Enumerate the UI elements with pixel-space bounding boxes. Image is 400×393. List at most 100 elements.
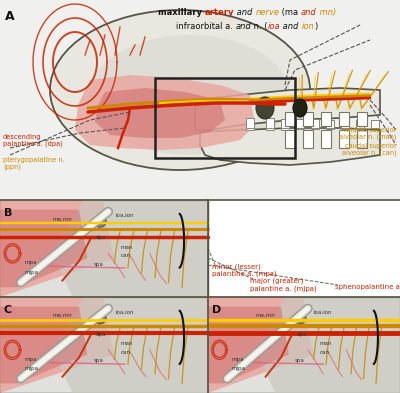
Bar xyxy=(371,120,379,129)
Bar xyxy=(266,118,274,128)
Bar xyxy=(356,120,364,128)
Polygon shape xyxy=(0,297,114,393)
Text: spa: spa xyxy=(94,262,104,267)
Bar xyxy=(339,112,349,126)
Text: major (greater)
palantine a. (mjpa): major (greater) palantine a. (mjpa) xyxy=(250,278,317,292)
Text: B: B xyxy=(4,208,12,218)
Text: A: A xyxy=(5,10,15,23)
Text: man: man xyxy=(319,341,332,346)
Text: can: can xyxy=(319,350,329,355)
Bar xyxy=(303,130,313,148)
Text: spa: spa xyxy=(94,358,104,364)
Text: ioa: ioa xyxy=(268,22,280,31)
Bar xyxy=(326,119,334,128)
Text: dpa: dpa xyxy=(96,332,106,336)
Ellipse shape xyxy=(294,312,306,324)
Bar xyxy=(266,118,274,130)
Text: man: man xyxy=(121,341,133,346)
Text: and: and xyxy=(280,22,301,31)
Text: ion: ion xyxy=(301,22,314,31)
Polygon shape xyxy=(95,88,225,138)
Text: ma,mn: ma,mn xyxy=(256,313,276,318)
Polygon shape xyxy=(0,200,114,297)
Polygon shape xyxy=(0,307,87,384)
Polygon shape xyxy=(208,297,314,393)
Bar xyxy=(321,112,331,126)
Text: pterygopalatine n.
(ppn): pterygopalatine n. (ppn) xyxy=(3,157,65,171)
Bar xyxy=(246,118,254,130)
Bar xyxy=(371,120,379,128)
Bar xyxy=(321,130,331,148)
Bar xyxy=(285,130,295,148)
Ellipse shape xyxy=(256,97,274,119)
Bar xyxy=(281,119,289,128)
Bar xyxy=(303,112,313,126)
Bar xyxy=(0,0,400,200)
Text: infraorbital a.: infraorbital a. xyxy=(176,22,236,31)
Text: dpa: dpa xyxy=(96,235,106,240)
Polygon shape xyxy=(208,307,289,384)
Polygon shape xyxy=(75,75,255,150)
Polygon shape xyxy=(256,297,400,393)
Text: (ma: (ma xyxy=(279,8,301,17)
Polygon shape xyxy=(52,297,208,393)
Text: mjpa: mjpa xyxy=(231,366,245,371)
Text: mjpa: mjpa xyxy=(25,366,39,371)
Polygon shape xyxy=(195,88,380,130)
Text: mn): mn) xyxy=(317,8,336,17)
Bar xyxy=(285,112,295,126)
Polygon shape xyxy=(200,128,380,165)
Bar xyxy=(311,119,319,129)
Bar xyxy=(357,130,367,148)
Text: mpa: mpa xyxy=(25,356,38,362)
Ellipse shape xyxy=(94,312,106,324)
Text: C: C xyxy=(4,305,12,315)
Ellipse shape xyxy=(50,10,310,170)
Text: spa: spa xyxy=(294,358,304,364)
Text: middle superior
alveolar n. (man): middle superior alveolar n. (man) xyxy=(339,127,397,141)
Text: minor (lesser)
palantine a. (mpa): minor (lesser) palantine a. (mpa) xyxy=(212,263,277,277)
Text: caudal superior
alveolar n. (can): caudal superior alveolar n. (can) xyxy=(342,143,397,156)
Text: n. (: n. ( xyxy=(251,22,268,31)
Bar xyxy=(339,130,349,148)
Bar xyxy=(341,120,349,128)
Text: mjpa: mjpa xyxy=(25,270,39,275)
Text: D: D xyxy=(212,305,221,315)
Text: ma,mn: ma,mn xyxy=(52,313,72,318)
Bar xyxy=(0,297,208,393)
Bar xyxy=(296,119,304,129)
Bar xyxy=(208,297,400,393)
Text: mpa: mpa xyxy=(231,356,244,362)
Bar xyxy=(0,200,208,297)
Bar xyxy=(326,119,334,129)
Bar xyxy=(357,112,367,126)
Text: nerve: nerve xyxy=(255,8,279,17)
Text: and: and xyxy=(301,8,317,17)
Bar xyxy=(311,119,319,128)
Text: ioa,ion: ioa,ion xyxy=(314,309,332,314)
Text: descending
palantine a. (dpa): descending palantine a. (dpa) xyxy=(3,134,63,147)
Text: can: can xyxy=(121,253,131,258)
Polygon shape xyxy=(0,210,87,287)
Text: ma,mn: ma,mn xyxy=(52,216,72,221)
Text: dpa: dpa xyxy=(296,332,307,336)
Bar xyxy=(341,120,349,129)
Polygon shape xyxy=(52,200,208,297)
Text: and: and xyxy=(236,22,251,31)
Text: ): ) xyxy=(314,22,317,31)
Bar xyxy=(281,119,289,130)
Text: can: can xyxy=(121,350,131,355)
Ellipse shape xyxy=(293,99,307,117)
Bar xyxy=(246,118,254,128)
Text: man: man xyxy=(121,244,133,250)
Ellipse shape xyxy=(90,35,290,155)
Text: mpa: mpa xyxy=(25,260,38,265)
Text: maxillary: maxillary xyxy=(158,8,205,17)
Text: ioa,ion: ioa,ion xyxy=(116,213,134,217)
Bar xyxy=(296,119,304,128)
Text: and: and xyxy=(234,8,255,17)
Ellipse shape xyxy=(94,215,106,227)
Text: artery: artery xyxy=(205,8,234,17)
Bar xyxy=(356,120,364,129)
Text: ioa,ion: ioa,ion xyxy=(116,309,134,314)
